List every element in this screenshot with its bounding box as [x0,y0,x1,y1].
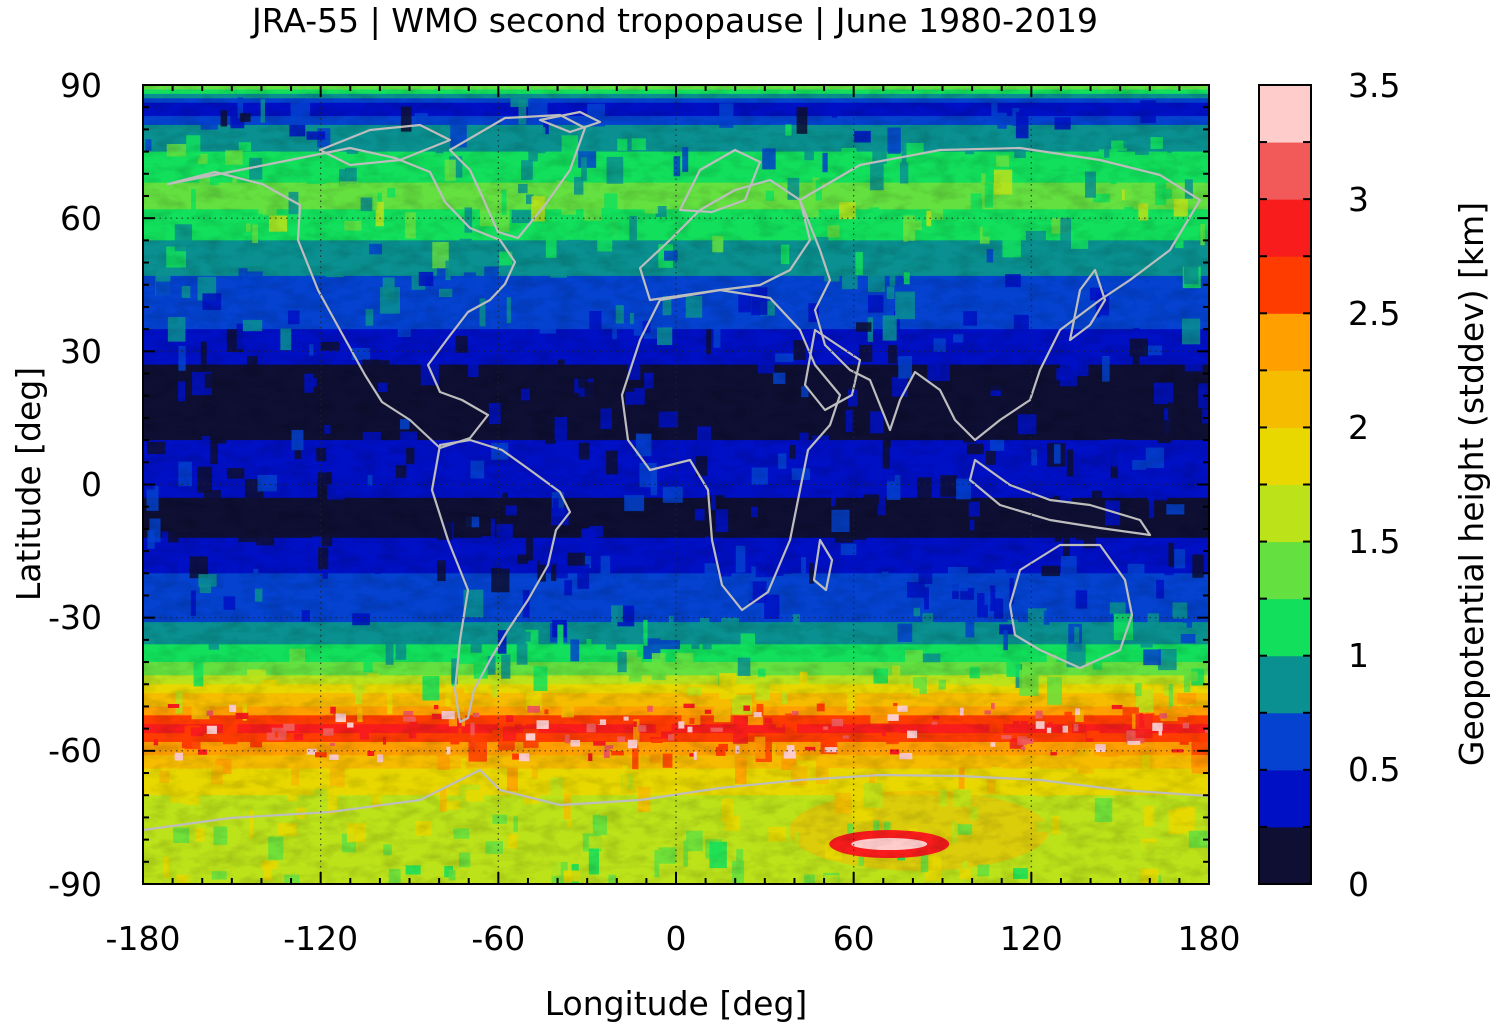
colorbar-segment [1259,199,1311,257]
grid-lines [143,85,1209,884]
y-tick-label: -60 [48,731,102,770]
colorbar-segment [1259,655,1311,714]
colorbar-segment [1259,484,1311,543]
colorbar-segment [1259,712,1311,771]
colorbar-tick-label: 3 [1348,180,1369,219]
colorbar-label: Geopotential height (stddev) [km] [1452,202,1491,766]
colorbar-segment [1259,769,1311,828]
y-tick-label: -90 [48,865,102,904]
colorbar-tick-label: 0.5 [1348,750,1400,789]
colorbar-segment [1259,598,1311,657]
y-tick-label: -30 [48,598,102,637]
chart-title: JRA-55 | WMO second tropopause | June 19… [250,1,1098,40]
y-tick-label: 30 [60,332,102,371]
y-tick-label: 90 [60,66,102,105]
colorbar-segment [1259,313,1311,371]
colorbar-tick-label: 2.5 [1348,294,1400,333]
y-tick-label: 60 [60,199,102,238]
axis-ticks [142,84,1210,885]
coastlines [143,110,1209,832]
colorbar-segment [1259,142,1311,200]
y-axis-label: Latitude [deg] [9,367,48,601]
colorbar-tick-label: 0 [1348,865,1369,904]
colorbar-segment [1259,826,1311,885]
colorbar-segment [1259,370,1311,428]
x-axis: -180 -120 -60 0 60 120 180 [106,919,1241,958]
colorbar-segment [1259,85,1311,143]
colorbar-tick-labels: 3.5 3 2.5 2 1.5 1 0.5 0 [1348,66,1400,904]
x-tick-label: -180 [106,919,181,958]
x-tick-label: 120 [1000,919,1063,958]
colorbar-segment [1259,256,1311,314]
colorbar-tick-label: 1 [1348,636,1369,675]
y-axis: 90 60 30 0 -30 -60 -90 [48,66,102,904]
x-axis-label: Longitude [deg] [545,984,808,1023]
colorbar-ticks [1259,84,1311,885]
colorbar-segment [1259,427,1311,485]
colorbar-tick-label: 1.5 [1348,522,1400,561]
colorbar-tick-label: 2 [1348,408,1369,447]
colorbar-tick-label: 3.5 [1348,66,1400,105]
x-tick-label: -120 [283,919,358,958]
x-tick-label: -60 [471,919,525,958]
x-tick-label: 60 [833,919,875,958]
y-tick-label: 0 [81,465,102,504]
x-tick-label: 0 [666,919,687,958]
plot-area [143,85,1209,884]
x-tick-label: 180 [1178,919,1241,958]
colorbar-segment [1259,541,1311,600]
colorbar [1259,85,1311,885]
